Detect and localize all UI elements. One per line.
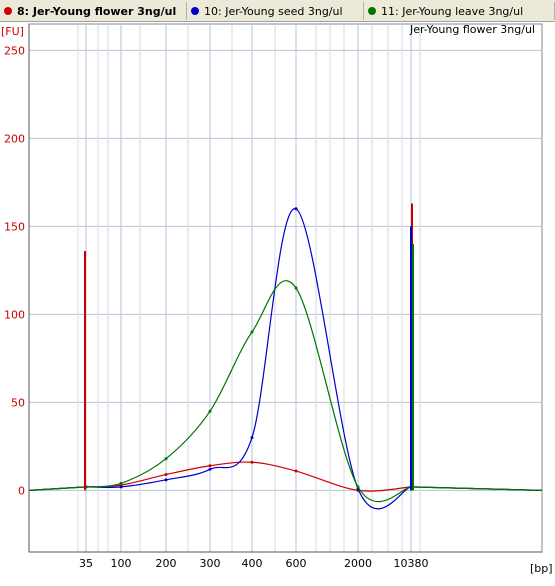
x-tick-label: 400	[242, 557, 263, 570]
x-tick-label: 600	[286, 557, 307, 570]
data-point	[294, 286, 298, 290]
chart-title: Jer-Young flower 3ng/ul	[409, 23, 535, 36]
data-point	[164, 457, 168, 461]
data-point	[250, 330, 254, 334]
data-point	[119, 481, 123, 485]
x-tick-label: 100	[111, 557, 132, 570]
tab-label: 8: Jer-Young flower 3ng/ul	[17, 4, 177, 18]
sample-tab-bar: 8: Jer-Young flower 3ng/ul 10: Jer-Young…	[0, 0, 555, 22]
axis-layer: 0 50 100 150 200 250 35 100 200 300 400 600 2000 1038…	[4, 24, 542, 570]
data-point	[208, 409, 212, 413]
red-dot-icon	[4, 7, 12, 15]
tab-seed[interactable]: 10: Jer-Young seed 3ng/ul	[187, 2, 364, 20]
data-point	[294, 207, 298, 211]
x-tick-label: 35	[79, 557, 93, 570]
grid-layer	[28, 23, 543, 553]
tab-leave[interactable]: 11: Jer-Young leave 3ng/ul	[364, 2, 555, 20]
data-point	[250, 436, 254, 440]
data-point	[208, 464, 212, 468]
tab-flower[interactable]: 8: Jer-Young flower 3ng/ul	[0, 2, 187, 20]
tab-label: 11: Jer-Young leave 3ng/ul	[381, 4, 524, 18]
data-point	[356, 485, 360, 489]
y-tick-label: 150	[4, 220, 25, 233]
series-layer	[28, 203, 543, 510]
data-point	[208, 467, 212, 471]
y-tick-label: 200	[4, 132, 25, 145]
data-point	[119, 485, 123, 489]
y-axis-label: [FU]	[1, 25, 24, 38]
plot-frame	[28, 23, 543, 553]
y-tick-label: 50	[11, 396, 25, 409]
data-point	[164, 478, 168, 482]
tab-label: 10: Jer-Young seed 3ng/ul	[204, 4, 343, 18]
y-tick-label: 100	[4, 308, 25, 321]
blue-dot-icon	[191, 7, 199, 15]
green-dot-icon	[368, 7, 376, 15]
y-tick-label: 250	[4, 44, 25, 57]
x-tick-label: 200	[156, 557, 177, 570]
electropherogram-chart: 0 50 100 150 200 250 35 100 200 300 400 600 2000 1038…	[1, 23, 553, 575]
data-point	[294, 469, 298, 473]
data-point	[164, 473, 168, 477]
x-tick-label: 2000	[344, 557, 372, 570]
x-axis-label: [bp]	[530, 562, 553, 575]
y-tick-label: 0	[18, 484, 25, 497]
data-point	[250, 460, 254, 464]
x-tick-label: 300	[200, 557, 221, 570]
x-tick-label: 10380	[394, 557, 429, 570]
